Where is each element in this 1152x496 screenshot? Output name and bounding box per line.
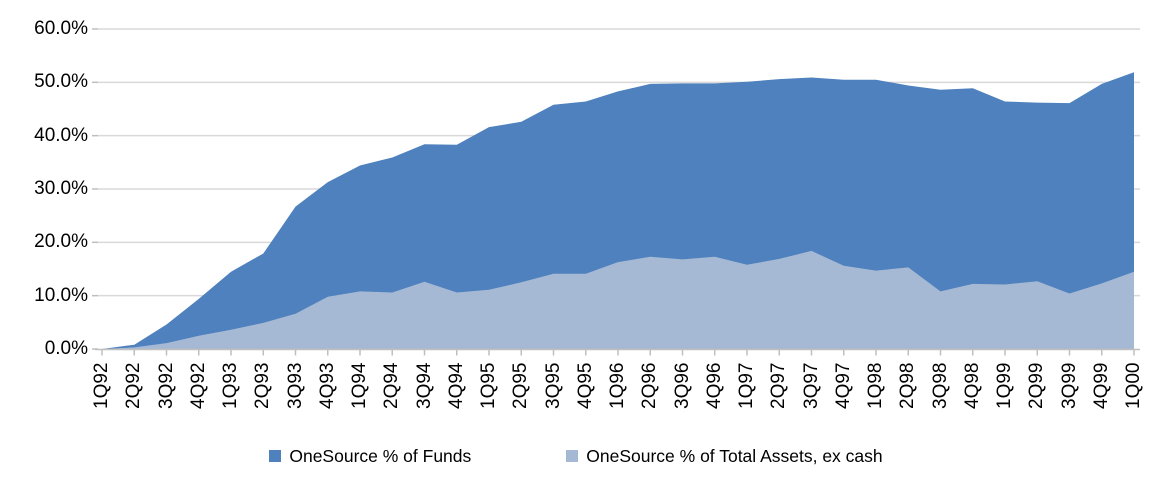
x-axis-tick-label: 4Q99	[1090, 362, 1112, 409]
x-axis-tick-label: 2Q98	[897, 362, 919, 409]
legend-item-assets: OneSource % of Total Assets, ex cash	[566, 444, 883, 468]
x-axis-tick-label: 3Q94	[413, 362, 435, 409]
x-axis-tick-label: 4Q98	[961, 362, 983, 409]
x-axis-tick-label: 1Q00	[1123, 362, 1144, 409]
y-axis-tick-label: 10.0%	[34, 284, 88, 306]
x-axis-tick-label: 1Q96	[607, 362, 628, 409]
x-axis-tick-label: 3Q97	[800, 362, 822, 409]
x-axis-tick-label: 2Q99	[1026, 362, 1048, 409]
y-axis-tick-label: 30.0%	[34, 178, 88, 199]
x-axis-tick-label: 1Q92	[91, 362, 112, 409]
x-axis-tick-label: 2Q93	[252, 362, 274, 409]
y-axis-tick-label: 50.0%	[34, 71, 88, 93]
y-axis-tick-label: 60.0%	[34, 18, 88, 39]
x-axis-tick-label: 3Q92	[155, 362, 177, 409]
x-axis-tick-label: 1Q99	[994, 362, 1015, 409]
y-axis-tick-label: 40.0%	[34, 124, 88, 146]
x-axis-tick-label: 4Q94	[445, 362, 467, 409]
legend: OneSource % of Funds OneSource % of Tota…	[0, 444, 1152, 468]
legend-swatch-assets-icon	[566, 450, 579, 462]
x-axis-tick-label: 1Q97	[736, 362, 757, 409]
legend-item-funds: OneSource % of Funds	[269, 444, 471, 468]
x-axis-tick-label: 4Q95	[574, 362, 596, 409]
x-axis-tick-label: 4Q96	[703, 362, 725, 409]
legend-label-funds: OneSource % of Funds	[289, 446, 472, 466]
x-axis-tick-label: 3Q99	[1058, 362, 1080, 409]
x-axis-tick-label: 2Q96	[639, 362, 661, 409]
x-axis-tick-label: 2Q95	[510, 362, 532, 409]
x-axis-tick-label: 1Q95	[478, 362, 499, 409]
x-axis-tick-label: 4Q93	[316, 362, 338, 409]
x-axis-tick-label: 3Q98	[929, 362, 951, 409]
x-axis-tick-label: 1Q94	[349, 362, 370, 409]
x-axis-tick-label: 3Q93	[284, 362, 306, 409]
x-axis-tick-label: 3Q96	[671, 362, 693, 409]
x-axis-tick-label: 2Q97	[768, 362, 790, 409]
y-axis-tick-label: 0.0%	[44, 338, 88, 359]
legend-label-assets: OneSource % of Total Assets, ex cash	[586, 446, 883, 466]
x-axis-tick-label: 2Q92	[123, 362, 145, 409]
y-axis-tick-label: 20.0%	[34, 231, 88, 253]
x-axis-tick-label: 3Q95	[542, 362, 564, 409]
legend-swatch-funds-icon	[269, 450, 282, 462]
x-axis-tick-label: 4Q97	[832, 362, 854, 409]
x-axis-tick-label: 2Q94	[381, 362, 403, 409]
x-axis-tick-label: 4Q92	[187, 362, 209, 409]
x-axis-tick-label: 1Q93	[220, 362, 241, 409]
x-axis-tick-label: 1Q98	[865, 362, 886, 409]
area-series-1	[102, 250, 1134, 349]
